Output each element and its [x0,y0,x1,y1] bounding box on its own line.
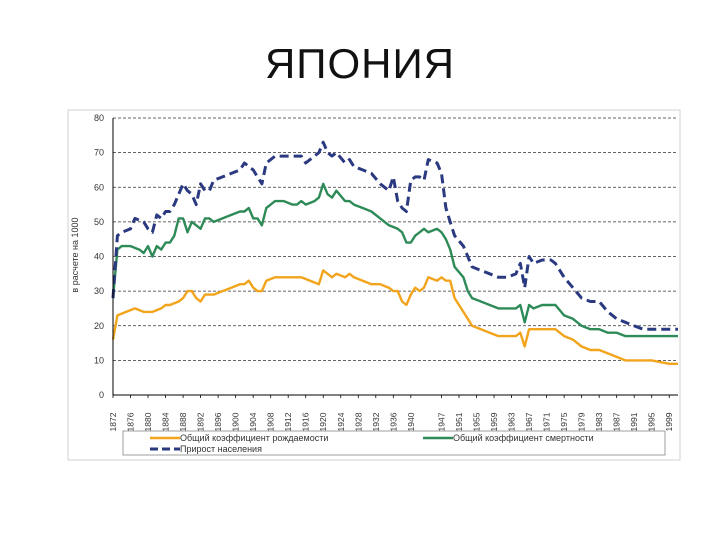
x-tick-label: 1880 [143,412,153,431]
x-tick-label: 1967 [524,412,534,431]
y-tick-label: 40 [94,252,104,262]
x-tick-label: 1983 [594,412,604,431]
x-tick-label: 1955 [472,412,482,431]
x-tick-label: 1932 [371,412,381,431]
x-tick-label: 1884 [161,412,171,431]
x-tick-label: 1936 [388,412,398,431]
legend-label: Общий коэффициент смертности [453,433,594,443]
x-tick-label: 1892 [196,412,206,431]
slide-title: ЯПОНИЯ [264,40,456,87]
x-tick-label: 1975 [559,412,569,431]
x-tick-label: 1959 [489,412,499,431]
x-tick-label: 1888 [178,412,188,431]
legend: Общий коэффициент рождаемости Общий коэфф… [122,430,666,456]
x-tick-label: 1900 [231,412,241,431]
x-tick-label: 1876 [126,412,136,431]
series-lines [111,140,678,365]
legend-label: Прирост населения [180,444,262,454]
x-tick-label: 1963 [507,412,517,431]
y-tick-label: 70 [94,148,104,158]
y-tick-label: 50 [94,217,104,227]
y-tick-label: 60 [94,182,104,192]
legend-box [122,430,666,456]
x-tick-label: 1924 [336,412,346,431]
x-tick-label: 1987 [612,412,622,431]
x-tick-label: 1912 [283,412,293,431]
y-tick-label: 10 [94,355,104,365]
x-tick-label: 1908 [266,412,276,431]
x-tick-label: 1971 [542,412,552,431]
series-line-2 [111,182,678,338]
y-tick-label: 30 [94,286,104,296]
y-tick-label: 0 [99,390,104,400]
x-tick-label: 1995 [647,412,657,431]
y-tick-label: 20 [94,321,104,331]
series-line-1 [111,269,678,365]
axes: 0 10 20 30 40 50 60 70 80 1872 1876 1880 1884 1888 189… [94,113,678,431]
legend-label: Общий коэффициент рождаемости [180,433,328,443]
x-tick-label: 1928 [353,412,363,431]
x-tick-label: 1940 [406,412,416,431]
x-tick-label: 1947 [436,412,446,431]
x-tick-label: 1920 [318,412,328,431]
y-axis-label: в расчете на 1000 [70,217,80,292]
x-tick-label: 1991 [629,412,639,431]
y-tick-label: 80 [94,113,104,123]
x-tick-label: 1979 [577,412,587,431]
x-tick-label: 1896 [213,412,223,431]
series-line-3 [111,140,678,331]
x-tick-label: 1904 [248,412,258,431]
x-tick-label: 1872 [108,412,118,431]
x-tick-label: 1951 [454,412,464,431]
x-tick-label: 1916 [301,412,311,431]
x-tick-label: 1999 [664,412,674,431]
